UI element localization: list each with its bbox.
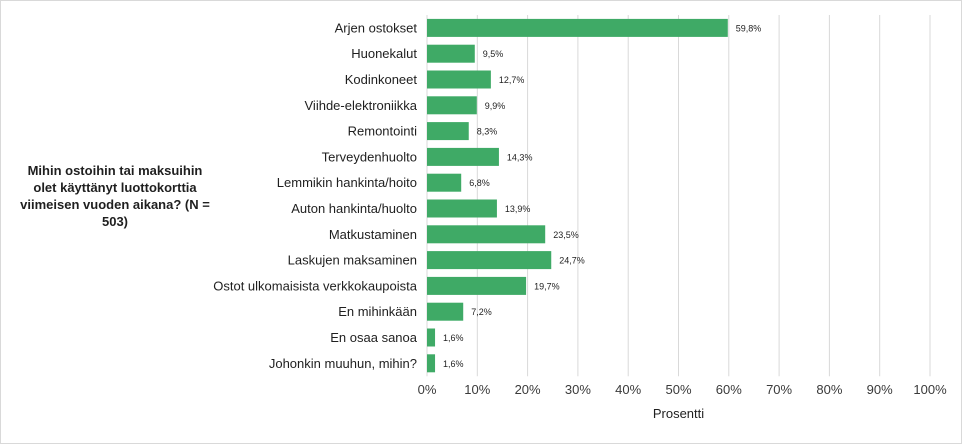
data-label: 12,7%	[499, 75, 525, 85]
x-tick-label: 40%	[615, 382, 641, 397]
category-label: Lemmikin hankinta/hoito	[277, 175, 417, 190]
data-label: 7,2%	[471, 307, 492, 317]
bar	[427, 147, 499, 166]
category-label: Terveydenhuolto	[322, 149, 417, 164]
category-label: En osaa sanoa	[330, 330, 418, 345]
bar	[427, 354, 436, 373]
x-axis-title: Prosentti	[653, 406, 704, 421]
data-label: 24,7%	[559, 256, 585, 266]
data-label: 9,5%	[483, 49, 504, 59]
data-label: 59,8%	[736, 23, 762, 33]
data-label: 1,6%	[443, 333, 464, 343]
data-label: 19,7%	[534, 281, 560, 291]
category-label: Laskujen maksaminen	[288, 253, 417, 268]
x-tick-label: 0%	[418, 382, 437, 397]
x-tick-label: 60%	[716, 382, 742, 397]
bar	[427, 251, 552, 270]
bar	[427, 302, 464, 321]
data-label: 1,6%	[443, 359, 464, 369]
bar	[427, 44, 475, 63]
x-tick-label: 80%	[816, 382, 842, 397]
bar	[427, 173, 462, 192]
x-tick-label: 20%	[515, 382, 541, 397]
category-label: Auton hankinta/huolto	[291, 201, 417, 216]
data-label: 9,9%	[485, 101, 506, 111]
bar	[427, 225, 546, 244]
x-tick-label: 70%	[766, 382, 792, 397]
data-label: 14,3%	[507, 152, 533, 162]
category-label: Huonekalut	[351, 46, 417, 61]
chart-title: Mihin ostoihin tai maksuihin olet käyttä…	[20, 163, 210, 229]
data-label: 23,5%	[553, 230, 579, 240]
category-label: Remontointi	[348, 124, 417, 139]
x-tick-label: 30%	[565, 382, 591, 397]
category-label: Kodinkoneet	[345, 72, 418, 87]
data-label: 8,3%	[477, 127, 498, 137]
category-label: Arjen ostokset	[335, 20, 418, 35]
bar	[427, 276, 527, 295]
category-label: Matkustaminen	[329, 227, 417, 242]
data-label: 6,8%	[469, 178, 490, 188]
bar	[427, 122, 469, 141]
x-tick-label: 10%	[464, 382, 490, 397]
bar	[427, 328, 436, 347]
category-label: En mihinkään	[338, 304, 417, 319]
x-tick-label: 90%	[867, 382, 893, 397]
category-label: Johonkin muuhun, mihin?	[269, 356, 417, 371]
category-label: Viihde-elektroniikka	[305, 98, 418, 113]
x-tick-label: 50%	[665, 382, 691, 397]
bar	[427, 18, 728, 37]
x-tick-label: 100%	[913, 382, 947, 397]
data-label: 13,9%	[505, 204, 531, 214]
category-label: Ostot ulkomaisista verkkokaupoista	[213, 278, 418, 293]
bar	[427, 70, 491, 89]
bar	[427, 96, 477, 115]
bar	[427, 199, 497, 218]
